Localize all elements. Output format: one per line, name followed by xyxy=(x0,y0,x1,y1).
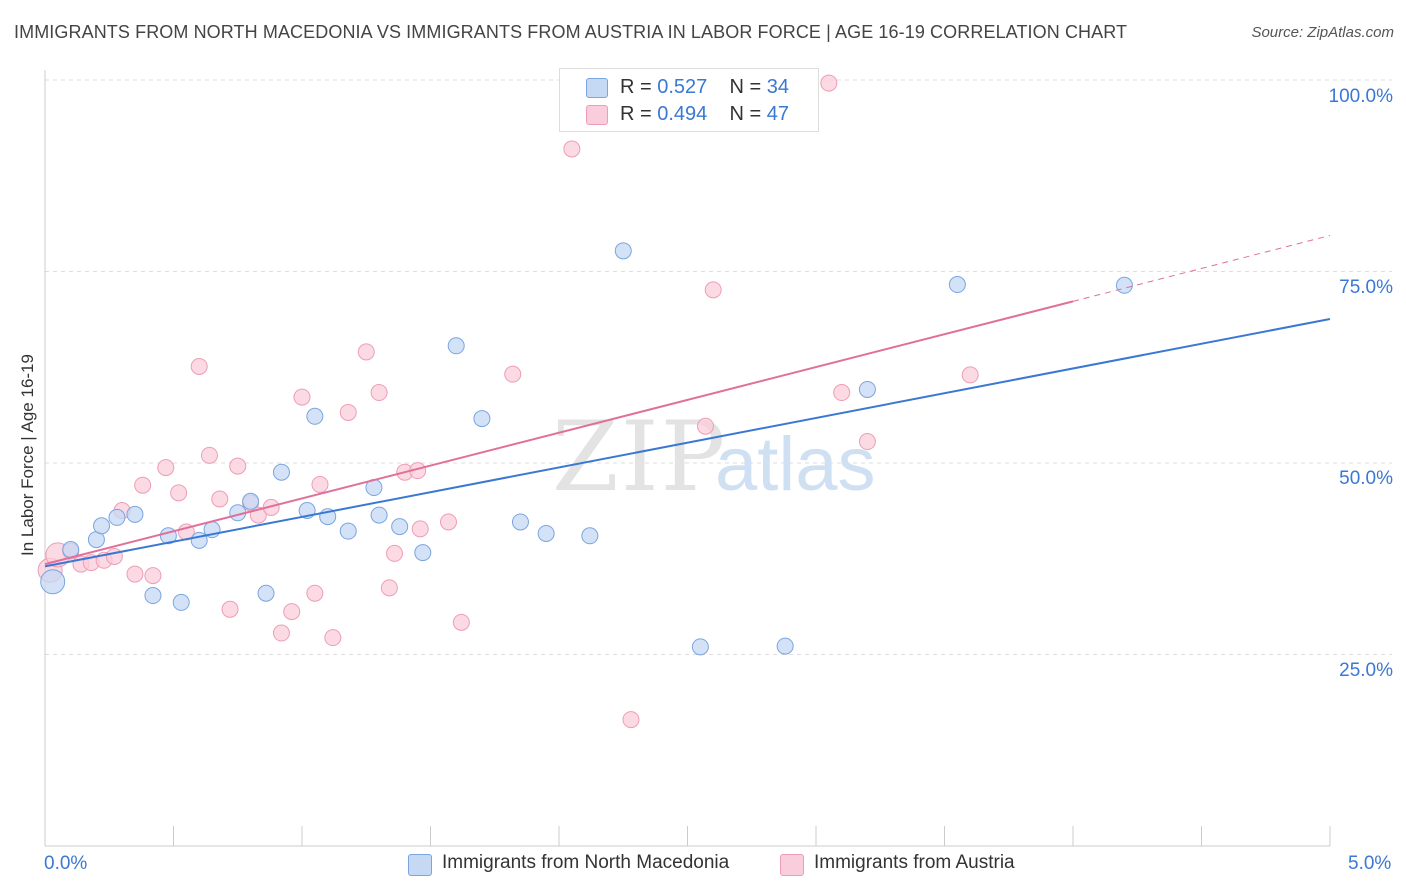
watermark-zip: ZIP xyxy=(552,401,727,513)
north-macedonia-point xyxy=(172,593,190,611)
grid-layer xyxy=(45,79,1392,655)
legend-swatch-pink xyxy=(586,105,608,125)
north-macedonia-point xyxy=(144,587,162,605)
north-macedonia-point xyxy=(537,524,555,542)
north-macedonia-point xyxy=(108,508,126,526)
y-tick-label-50: 50.0% xyxy=(1339,468,1393,489)
austria-point xyxy=(386,544,404,562)
austria-point xyxy=(293,388,311,406)
austria-point xyxy=(357,343,375,361)
north-macedonia-point xyxy=(272,463,290,481)
bottom-legend-swatch-blue xyxy=(408,854,432,876)
austria-point xyxy=(324,629,342,647)
north-macedonia-point xyxy=(581,527,599,545)
watermark: ZIP atlas xyxy=(552,401,876,513)
source-credit: Source: ZipAtlas.com xyxy=(1251,24,1394,41)
austria-point xyxy=(439,513,457,531)
north-macedonia-point xyxy=(242,492,260,510)
austria-point xyxy=(411,520,429,538)
north-macedonia-point xyxy=(126,505,144,523)
austria-point xyxy=(339,403,357,421)
legend-r-value: 0.494 xyxy=(657,103,708,125)
stats-legend: R = 0.527 N = 34 R = 0.494 N = 47 xyxy=(559,68,819,132)
bottom-legend-swatch-pink xyxy=(780,854,804,876)
austria-point xyxy=(704,281,722,299)
legend-n-value: 34 xyxy=(766,76,790,98)
north-macedonia-point xyxy=(93,517,111,535)
axis-layer xyxy=(44,70,1331,847)
austria-point xyxy=(306,584,324,602)
north-macedonia-point xyxy=(370,506,388,524)
austria-point xyxy=(696,417,714,435)
austria-point xyxy=(858,433,876,451)
austria-point xyxy=(820,74,838,92)
austria-point xyxy=(380,579,398,597)
austria-point xyxy=(370,384,388,402)
y-tick-label-100: 100.0% xyxy=(1328,86,1393,107)
austria-point xyxy=(200,446,218,464)
austria-point xyxy=(283,603,301,621)
north-macedonia-point xyxy=(858,380,876,398)
north-macedonia-point xyxy=(40,569,66,595)
austria-point xyxy=(452,613,470,631)
north-macedonia-point xyxy=(414,544,432,562)
chart-title: IMMIGRANTS FROM NORTH MACEDONIA VS IMMIG… xyxy=(14,22,1128,42)
austria-point xyxy=(311,475,329,493)
north-macedonia-point xyxy=(511,513,529,531)
austria-point xyxy=(126,565,144,583)
north-macedonia-point xyxy=(339,522,357,540)
north-macedonia-point xyxy=(614,242,632,260)
austria-point xyxy=(105,547,123,565)
north-macedonia-point xyxy=(257,584,275,602)
austria-point xyxy=(833,384,851,402)
legend-swatch-blue xyxy=(586,78,608,98)
austria-point xyxy=(170,484,188,502)
austria-trendline xyxy=(44,300,1074,566)
austria-point xyxy=(190,357,208,375)
austria-point xyxy=(134,476,152,494)
y-tick-label-25: 25.0% xyxy=(1339,660,1393,681)
austria-point xyxy=(229,457,247,475)
austria-point xyxy=(504,365,522,383)
north-macedonia-point xyxy=(473,410,491,428)
north-macedonia-trendline xyxy=(44,318,1331,568)
legend-n-value: 47 xyxy=(766,103,790,125)
austria-point xyxy=(622,711,640,729)
north-macedonia-point xyxy=(691,638,709,656)
north-macedonia-point xyxy=(948,276,966,294)
austria-point xyxy=(144,567,162,585)
austria-point xyxy=(211,490,229,508)
austria-point xyxy=(563,140,581,158)
bottom-legend-label: Immigrants from Austria xyxy=(814,852,1015,873)
x-tick-label-max: 5.0% xyxy=(1348,853,1392,874)
x-tick-label-min: 0.0% xyxy=(44,853,88,874)
legend-n-label: N = xyxy=(729,103,762,125)
legend-r-value: 0.527 xyxy=(657,76,708,98)
austria-point xyxy=(221,600,239,618)
austria-point xyxy=(272,624,290,642)
watermark-atlas: atlas xyxy=(715,422,876,507)
north-macedonia-point xyxy=(1115,276,1133,294)
north-macedonia-point xyxy=(776,637,794,655)
legend-r-label: R = xyxy=(620,103,652,125)
legend-n-label: N = xyxy=(729,76,762,98)
trend-layer xyxy=(44,235,1331,568)
north-macedonia-point xyxy=(391,518,409,536)
bottom-legend-label: Immigrants from North Macedonia xyxy=(442,852,730,873)
austria-point xyxy=(961,366,979,384)
north-macedonia-point xyxy=(306,407,324,425)
austria-trendline-extension xyxy=(1072,235,1331,302)
y-axis-label: In Labor Force | Age 16-19 xyxy=(18,354,37,556)
austria-point xyxy=(157,459,175,477)
y-tick-label-75: 75.0% xyxy=(1339,277,1393,298)
north-macedonia-point xyxy=(447,337,465,355)
legend-r-label: R = xyxy=(620,76,652,98)
